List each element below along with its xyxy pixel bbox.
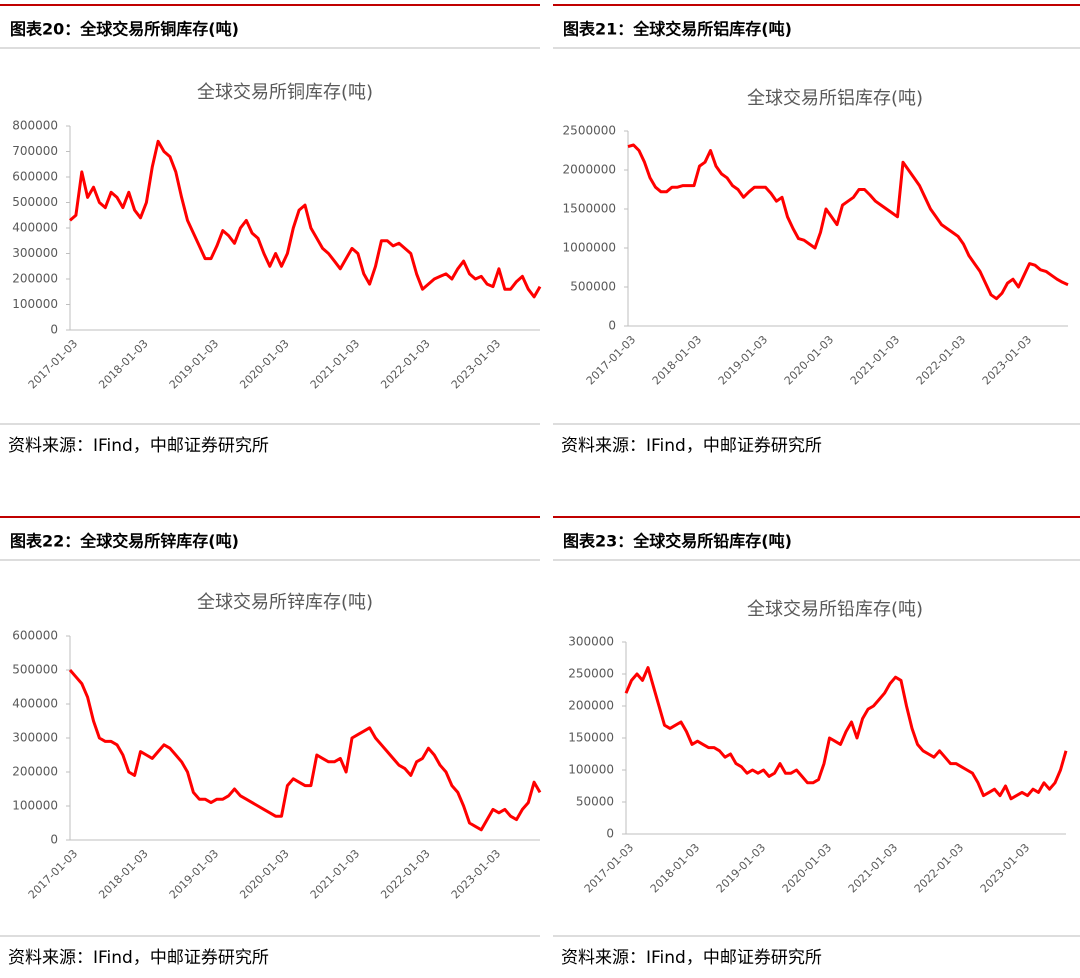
panel-caption: 图表21：全球交易所铝库存(吨) [563, 20, 792, 39]
x-tick-label: 2023-01-03 [980, 333, 1034, 387]
panel-top-rule [553, 4, 1080, 6]
y-tick-label: 500000 [12, 195, 58, 209]
chart-title: 全球交易所锌库存(吨) [197, 592, 373, 613]
panel-top-rule [0, 4, 540, 6]
y-tick-label: 600000 [12, 170, 58, 184]
x-tick-label: 2022-01-03 [378, 337, 432, 391]
x-tick-label: 2020-01-03 [237, 337, 291, 391]
panel-caption: 图表22：全球交易所锌库存(吨) [10, 532, 239, 551]
y-tick-label: 400000 [12, 221, 58, 235]
y-tick-label: 600000 [12, 629, 58, 643]
x-tick-label: 2022-01-03 [912, 841, 966, 895]
x-tick-label: 2019-01-03 [716, 333, 770, 387]
source-note: 资料来源：IFind，中邮证券研究所 [561, 948, 822, 968]
y-tick-label: 100000 [12, 799, 58, 813]
y-tick-label: 500000 [12, 663, 58, 677]
y-tick-label: 200000 [12, 272, 58, 286]
data-line [69, 139, 542, 299]
y-tick-label: 0 [50, 833, 58, 847]
y-tick-label: 250000 [568, 667, 614, 681]
chart-title: 全球交易所铝库存(吨) [747, 88, 923, 109]
data-line [624, 666, 1068, 801]
source-note: 资料来源：IFind，中邮证券研究所 [561, 436, 822, 456]
x-tick-label: 2018-01-03 [650, 333, 704, 387]
y-tick-label: 400000 [12, 697, 58, 711]
x-tick-label: 2021-01-03 [308, 847, 362, 901]
x-tick-label: 2019-01-03 [714, 841, 768, 895]
y-tick-label: 50000 [576, 795, 614, 809]
x-tick-label: 2017-01-03 [582, 841, 636, 895]
panel-top-rule [553, 516, 1080, 518]
x-tick-label: 2021-01-03 [846, 841, 900, 895]
x-tick-label: 2022-01-03 [914, 333, 968, 387]
chart-title: 全球交易所铅库存(吨) [747, 599, 923, 620]
x-tick-label: 2018-01-03 [648, 841, 702, 895]
source-note: 资料来源：IFind，中邮证券研究所 [8, 948, 269, 968]
panel-caption: 图表23：全球交易所铅库存(吨) [563, 532, 792, 551]
y-tick-label: 150000 [568, 731, 614, 745]
y-tick-label: 300000 [12, 246, 58, 260]
x-tick-label: 2018-01-03 [96, 337, 150, 391]
x-tick-label: 2017-01-03 [26, 337, 80, 391]
y-tick-label: 300000 [12, 731, 58, 745]
y-tick-label: 800000 [12, 119, 58, 133]
y-tick-label: 1000000 [563, 241, 616, 255]
y-tick-label: 300000 [568, 635, 614, 649]
x-tick-label: 2021-01-03 [848, 333, 902, 387]
y-tick-label: 200000 [568, 699, 614, 713]
y-tick-label: 0 [608, 319, 616, 333]
panel-top-rule [0, 516, 540, 518]
x-tick-label: 2023-01-03 [449, 847, 503, 901]
data-line [627, 143, 1069, 301]
chart-title: 全球交易所铜库存(吨) [197, 82, 373, 103]
x-tick-label: 2023-01-03 [978, 841, 1032, 895]
x-tick-label: 2017-01-03 [26, 847, 80, 901]
y-tick-label: 0 [50, 323, 58, 337]
x-tick-label: 2021-01-03 [308, 337, 362, 391]
x-tick-label: 2023-01-03 [449, 337, 503, 391]
x-tick-label: 2020-01-03 [237, 847, 291, 901]
source-note: 资料来源：IFind，中邮证券研究所 [8, 436, 269, 456]
y-tick-label: 100000 [12, 297, 58, 311]
x-tick-label: 2020-01-03 [782, 333, 836, 387]
x-tick-label: 2019-01-03 [167, 847, 221, 901]
y-tick-label: 1500000 [563, 202, 616, 216]
x-tick-label: 2017-01-03 [584, 333, 638, 387]
y-tick-label: 200000 [12, 765, 58, 779]
x-tick-label: 2020-01-03 [780, 841, 834, 895]
x-tick-label: 2022-01-03 [378, 847, 432, 901]
y-tick-label: 700000 [12, 144, 58, 158]
y-tick-label: 100000 [568, 763, 614, 777]
y-tick-label: 0 [606, 827, 614, 841]
y-tick-label: 2000000 [563, 163, 616, 177]
data-line [68, 669, 542, 832]
panel-caption: 图表20：全球交易所铜库存(吨) [10, 20, 239, 39]
x-tick-label: 2019-01-03 [167, 337, 221, 391]
y-tick-label: 500000 [570, 280, 616, 294]
y-tick-label: 2500000 [563, 124, 616, 138]
x-tick-label: 2018-01-03 [96, 847, 150, 901]
